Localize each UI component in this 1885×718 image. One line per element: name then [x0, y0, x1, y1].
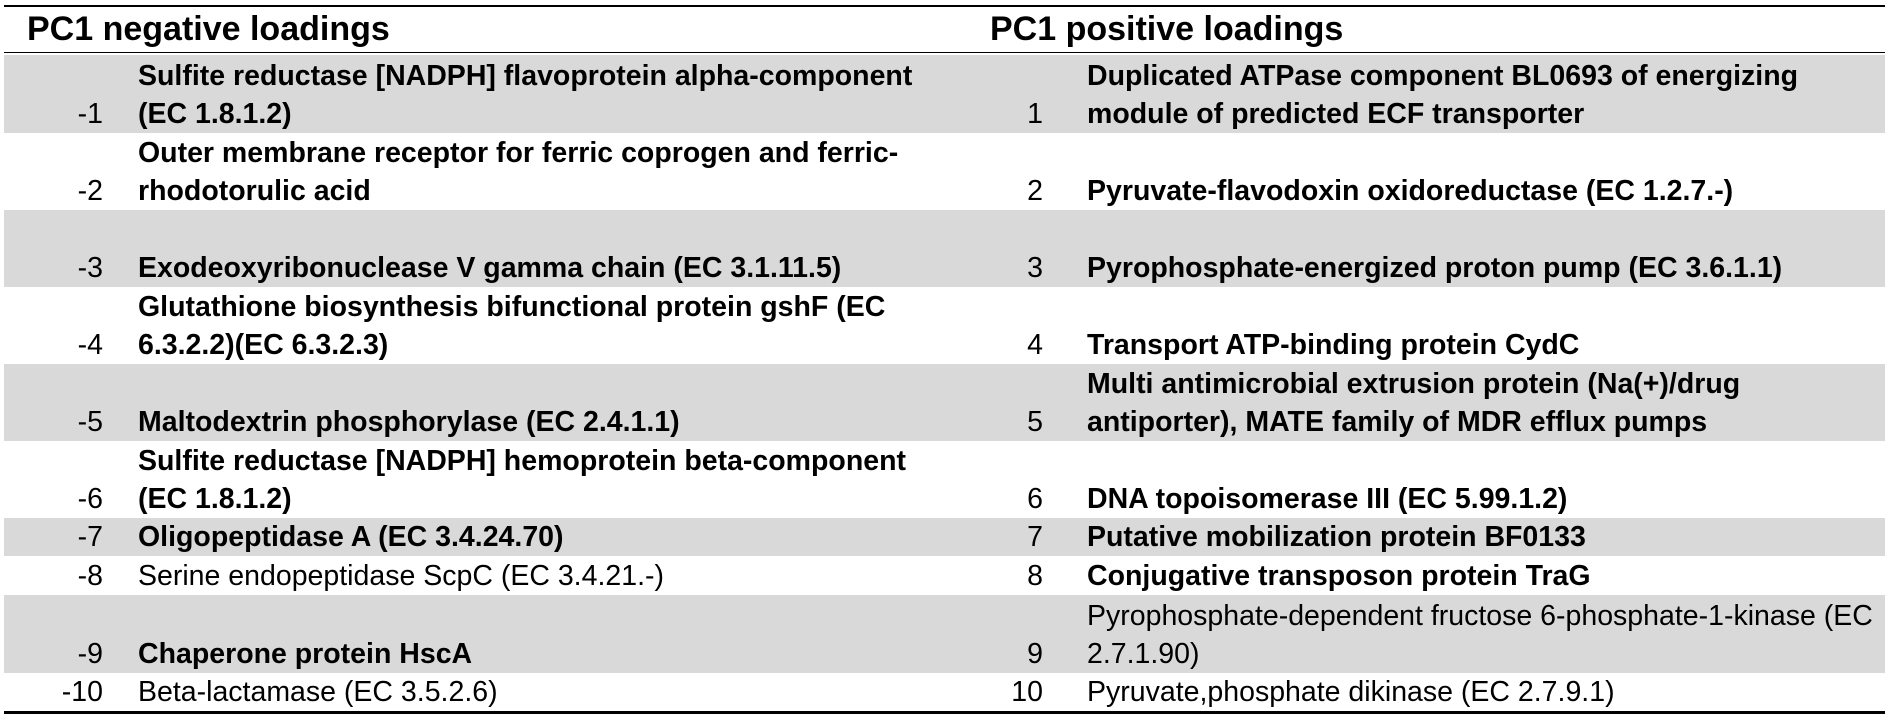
positive-protein-name: Pyruvate,phosphate dikinase (EC 2.7.9.1) — [1087, 676, 1615, 708]
negative-protein-name: Maltodextrin phosphorylase (EC 2.4.1.1) — [138, 406, 680, 438]
positive-rank: 10 — [1011, 676, 1043, 708]
positive-rank: 6 — [1027, 483, 1043, 515]
bottom-rule — [4, 711, 1885, 714]
negative-rank: -5 — [77, 406, 103, 438]
negative-protein-name: Oligopeptidase A (EC 3.4.24.70) — [138, 521, 564, 553]
negative-rank: -9 — [77, 638, 103, 670]
positive-protein-name: Pyruvate-flavodoxin oxidoreductase (EC 1… — [1087, 175, 1734, 207]
table-row: -4 Glutathione biosynthesis bifunctional… — [4, 287, 1885, 364]
negative-rank: -6 — [77, 483, 103, 515]
positive-protein-name: Transport ATP-binding protein CydC — [1087, 329, 1580, 361]
negative-rank: -8 — [77, 560, 103, 592]
negative-rank: -2 — [77, 175, 103, 207]
negative-protein-name: Serine endopeptidase ScpC (EC 3.4.21.-) — [138, 560, 664, 592]
positive-rank: 8 — [1027, 560, 1043, 592]
negative-protein-name: Chaperone protein HscA — [138, 638, 473, 670]
negative-rank: -4 — [77, 329, 103, 361]
table-row: -2 Outer membrane receptor for ferric co… — [4, 133, 1885, 210]
positive-protein-name: Conjugative transposon protein TraG — [1087, 560, 1591, 592]
table-row: -3 Exodeoxyribonuclease V gamma chain (E… — [4, 210, 1885, 287]
negative-rank: -7 — [77, 521, 103, 553]
header-rule — [4, 52, 1885, 53]
positive-protein-name: Pyrophosphate-energized proton pump (EC … — [1087, 252, 1783, 284]
negative-rank: -3 — [77, 252, 103, 284]
negative-rank: -10 — [61, 676, 103, 708]
positive-protein-name: DNA topoisomerase III (EC 5.99.1.2) — [1087, 483, 1568, 515]
table-body: -1 Sulfite reductase [NADPH] flavoprotei… — [4, 55, 1885, 711]
positive-rank: 1 — [1027, 98, 1043, 130]
negative-protein-name: Sulfite reductase [NADPH] flavoprotein a… — [138, 60, 913, 130]
positive-protein-name: Duplicated ATPase component BL0693 of en… — [1087, 60, 1799, 130]
negative-protein-name: Beta-lactamase (EC 3.5.2.6) — [138, 676, 498, 708]
negative-rank: -1 — [77, 98, 103, 130]
table-row: -8 Serine endopeptidase ScpC (EC 3.4.21.… — [4, 556, 1885, 595]
positive-rank: 7 — [1027, 521, 1043, 553]
negative-protein-name: Exodeoxyribonuclease V gamma chain (EC 3… — [138, 252, 842, 284]
top-rule — [4, 5, 1885, 7]
table-row: -6 Sulfite reductase [NADPH] hemoprotein… — [4, 441, 1885, 518]
positive-loadings-header: PC1 positive loadings — [990, 10, 1344, 48]
table-row: -10 Beta-lactamase (EC 3.5.2.6) 10 Pyruv… — [4, 673, 1885, 711]
table-row: -7 Oligopeptidase A (EC 3.4.24.70) 7 Put… — [4, 518, 1885, 556]
negative-loadings-header: PC1 negative loadings — [27, 10, 390, 48]
positive-rank: 9 — [1027, 638, 1043, 670]
positive-rank: 4 — [1027, 329, 1043, 361]
table-row: -9 Chaperone protein HscA 9 Pyrophosphat… — [4, 595, 1885, 673]
negative-protein-name: Glutathione biosynthesis bifunctional pr… — [138, 291, 886, 361]
positive-protein-name: Pyrophosphate-dependent fructose 6-phosp… — [1087, 600, 1873, 670]
positive-rank: 3 — [1027, 252, 1043, 284]
table-row: -5 Maltodextrin phosphorylase (EC 2.4.1.… — [4, 364, 1885, 441]
positive-protein-name: Putative mobilization protein BF0133 — [1087, 521, 1586, 553]
negative-protein-name: Outer membrane receptor for ferric copro… — [138, 137, 899, 207]
negative-protein-name: Sulfite reductase [NADPH] hemoprotein be… — [138, 445, 906, 515]
positive-rank: 2 — [1027, 175, 1043, 207]
table-row: -1 Sulfite reductase [NADPH] flavoprotei… — [4, 55, 1885, 133]
positive-rank: 5 — [1027, 406, 1043, 438]
positive-protein-name: Multi antimicrobial extrusion protein (N… — [1087, 368, 1741, 438]
